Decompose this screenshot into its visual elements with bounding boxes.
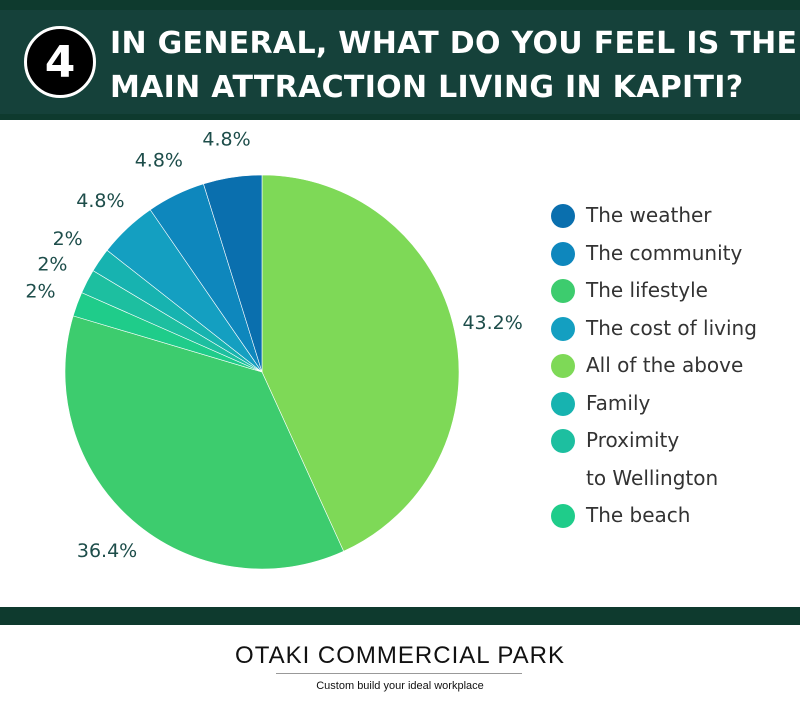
pie-slice-the-lifestyle	[64, 315, 345, 570]
legend-item-cost-of-living: The cost of living	[548, 310, 798, 348]
legend-swatch	[551, 354, 575, 378]
legend-label-continuation: to Wellington	[586, 465, 719, 490]
legend-label: The community	[586, 240, 743, 265]
pie-data-label: 2%	[37, 254, 67, 276]
brand-tagline: Custom build your ideal workplace	[316, 680, 484, 692]
chart-title: IN GENERAL, WHAT DO YOU FEEL IS THE MAIN…	[110, 22, 798, 110]
header-panel	[0, 10, 800, 114]
pie-data-label: 4.8%	[76, 190, 124, 212]
pie-slice-all-of-the-above	[261, 174, 460, 552]
chart-title-line1: IN GENERAL, WHAT DO YOU FEEL IS THE	[110, 26, 798, 61]
legend-swatch	[551, 279, 575, 303]
legend-swatch	[551, 391, 575, 416]
legend-label: The cost of living	[586, 315, 757, 340]
legend-label: The weather	[586, 203, 712, 227]
pie-data-label: 2%	[53, 228, 83, 250]
chart-area: 43.2% 36.4% 2% 2% 2% 4.8% 4.8% 4.8% The weather…	[0, 120, 800, 607]
footer-band	[0, 607, 800, 625]
brand-name: OTAKI COMMERCIAL PARK	[235, 642, 565, 669]
legend-item-beach: The beach	[548, 497, 798, 535]
question-number-badge: 4	[24, 26, 96, 98]
header-band: 4 IN GENERAL, WHAT DO YOU FEEL IS THE MA…	[0, 0, 800, 120]
pie-chart: 43.2% 36.4% 2% 2% 2% 4.8% 4.8% 4.8%	[25, 129, 523, 570]
legend-swatch	[551, 204, 575, 228]
legend-label: The lifestyle	[586, 278, 708, 302]
legend-label: All of the above	[586, 353, 744, 377]
legend-swatch	[551, 316, 575, 341]
legend-item-family: Family	[548, 385, 798, 423]
brand-divider	[276, 673, 522, 674]
legend-item-all-of-the-above: All of the above	[548, 347, 798, 385]
pie-slice-the-weather	[203, 174, 263, 373]
legend-swatch	[551, 241, 575, 266]
pie-data-label: 2%	[25, 281, 55, 303]
chart-legend: The weather The community The lifestyle …	[548, 197, 798, 535]
pie-data-label: 43.2%	[462, 312, 522, 334]
pie-data-label: 4.8%	[135, 150, 183, 172]
pie-data-label: 4.8%	[202, 129, 250, 151]
legend-item-weather: The weather	[548, 197, 798, 235]
legend-swatch	[551, 504, 575, 528]
legend-label: Proximity	[586, 428, 680, 452]
legend-label: The beach	[586, 503, 691, 527]
legend-swatch	[551, 429, 575, 453]
legend-item-proximity: Proximity to Wellington	[548, 422, 798, 497]
pie-data-label: 36.4%	[77, 540, 137, 562]
chart-title-line2: MAIN ATTRACTION LIVING IN KAPITI?	[110, 70, 744, 105]
legend-item-community: The community	[548, 235, 798, 273]
legend-item-lifestyle: The lifestyle	[548, 272, 798, 310]
legend-label: Family	[586, 390, 651, 415]
